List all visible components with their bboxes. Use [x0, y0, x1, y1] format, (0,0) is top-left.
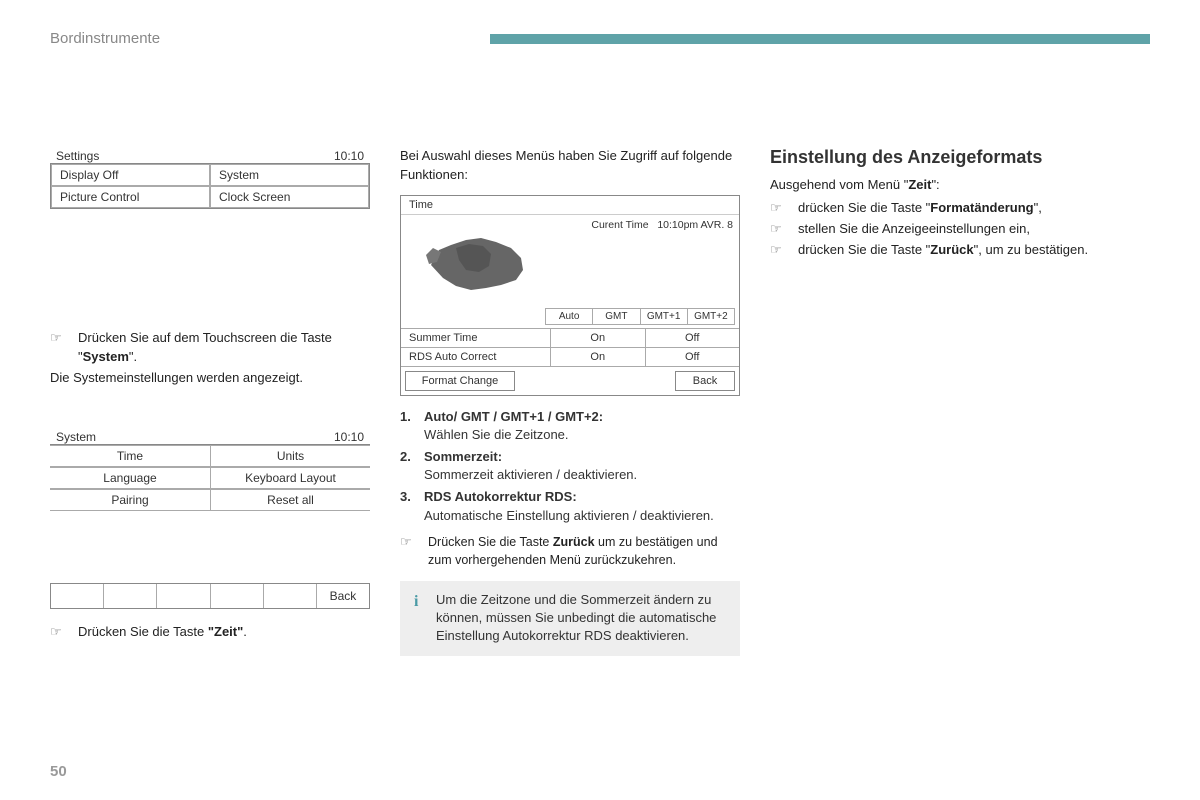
button-row: Back	[50, 583, 370, 609]
cell-time: Time	[50, 445, 210, 467]
time-back-button: Back	[675, 371, 735, 391]
cell-picture-control: Picture Control	[51, 186, 210, 208]
bullet-settings: stellen Sie die Anzeigeeinstellungen ein…	[798, 220, 1030, 239]
back-button: Back	[317, 584, 369, 608]
settings-screenshot: Settings 10:10 Display Off System Pictur…	[50, 147, 370, 209]
header-rule	[490, 34, 1150, 44]
num-item-2: Sommerzeit:Sommerzeit aktivieren / deakt…	[424, 448, 637, 484]
time-screenshot: Time Curent Time 10:10pm AVR. 8	[400, 195, 740, 396]
settings-clock: 10:10	[334, 149, 364, 163]
cell-reset: Reset all	[210, 489, 370, 511]
pointer-icon	[50, 623, 78, 642]
format-change-button: Format Change	[405, 371, 515, 391]
bullet-format: drücken Sie die Taste "Formatänderung",	[798, 199, 1042, 218]
rds-off: Off	[646, 348, 740, 366]
rds-on: On	[551, 348, 646, 366]
europe-map-icon	[401, 215, 551, 305]
summer-time-label: Summer Time	[401, 329, 551, 347]
summer-off: Off	[646, 329, 740, 347]
cell-language: Language	[50, 467, 210, 489]
pointer-icon	[770, 241, 798, 260]
num-item-1: Auto/ GMT / GMT+1 / GMT+2:Wählen Sie die…	[424, 408, 603, 444]
settings-title: Settings	[56, 149, 99, 163]
section-header: Bordinstrumente	[50, 30, 490, 47]
time-title: Time	[401, 196, 739, 215]
pointer-icon	[770, 220, 798, 239]
cell-pairing: Pairing	[50, 489, 210, 511]
system-screenshot: System 10:10 Time Units Language Keyboar…	[50, 428, 370, 511]
bullet-back: drücken Sie die Taste "Zurück", um zu be…	[798, 241, 1088, 260]
summer-on: On	[551, 329, 646, 347]
instruction-zeit: Drücken Sie die Taste "Zeit".	[78, 623, 247, 642]
col2-intro: Bei Auswahl dieses Menüs haben Sie Zugri…	[400, 147, 740, 185]
num-item-3: RDS Autokorrektur RDS:Automatische Einst…	[424, 488, 714, 524]
cell-clock-screen: Clock Screen	[210, 186, 369, 208]
cell-display-off: Display Off	[51, 164, 210, 186]
cell-keyboard: Keyboard Layout	[210, 467, 370, 489]
pointer-icon	[50, 329, 78, 367]
system-title: System	[56, 430, 96, 444]
info-icon: i	[414, 591, 436, 646]
system-clock: 10:10	[334, 430, 364, 444]
timezone-buttons: Auto GMT GMT+1 GMT+2	[545, 308, 735, 325]
info-text: Um die Zeitzone und die Sommerzeit änder…	[436, 591, 726, 646]
pointer-icon	[400, 533, 428, 569]
col3-heading: Einstellung des Anzeigeformats	[770, 147, 1150, 168]
page-number: 50	[50, 763, 67, 780]
rds-label: RDS Auto Correct	[401, 348, 551, 366]
cell-units: Units	[210, 445, 370, 467]
instruction-system: Drücken Sie auf dem Touchscreen die Tast…	[78, 329, 370, 367]
cell-system: System	[210, 164, 369, 186]
closing-instruction: Drücken Sie die Taste Zurück um zu bestä…	[428, 533, 740, 569]
instruction-system-result: Die Systemeinstellungen werden angezeigt…	[50, 369, 370, 388]
col3-intro: Ausgehend vom Menü "Zeit":	[770, 176, 1150, 195]
pointer-icon	[770, 199, 798, 218]
current-time-label: Curent Time	[591, 219, 648, 231]
current-time-value: 10:10pm AVR. 8	[657, 219, 733, 231]
info-box: i Um die Zeitzone und die Sommerzeit änd…	[400, 581, 740, 656]
